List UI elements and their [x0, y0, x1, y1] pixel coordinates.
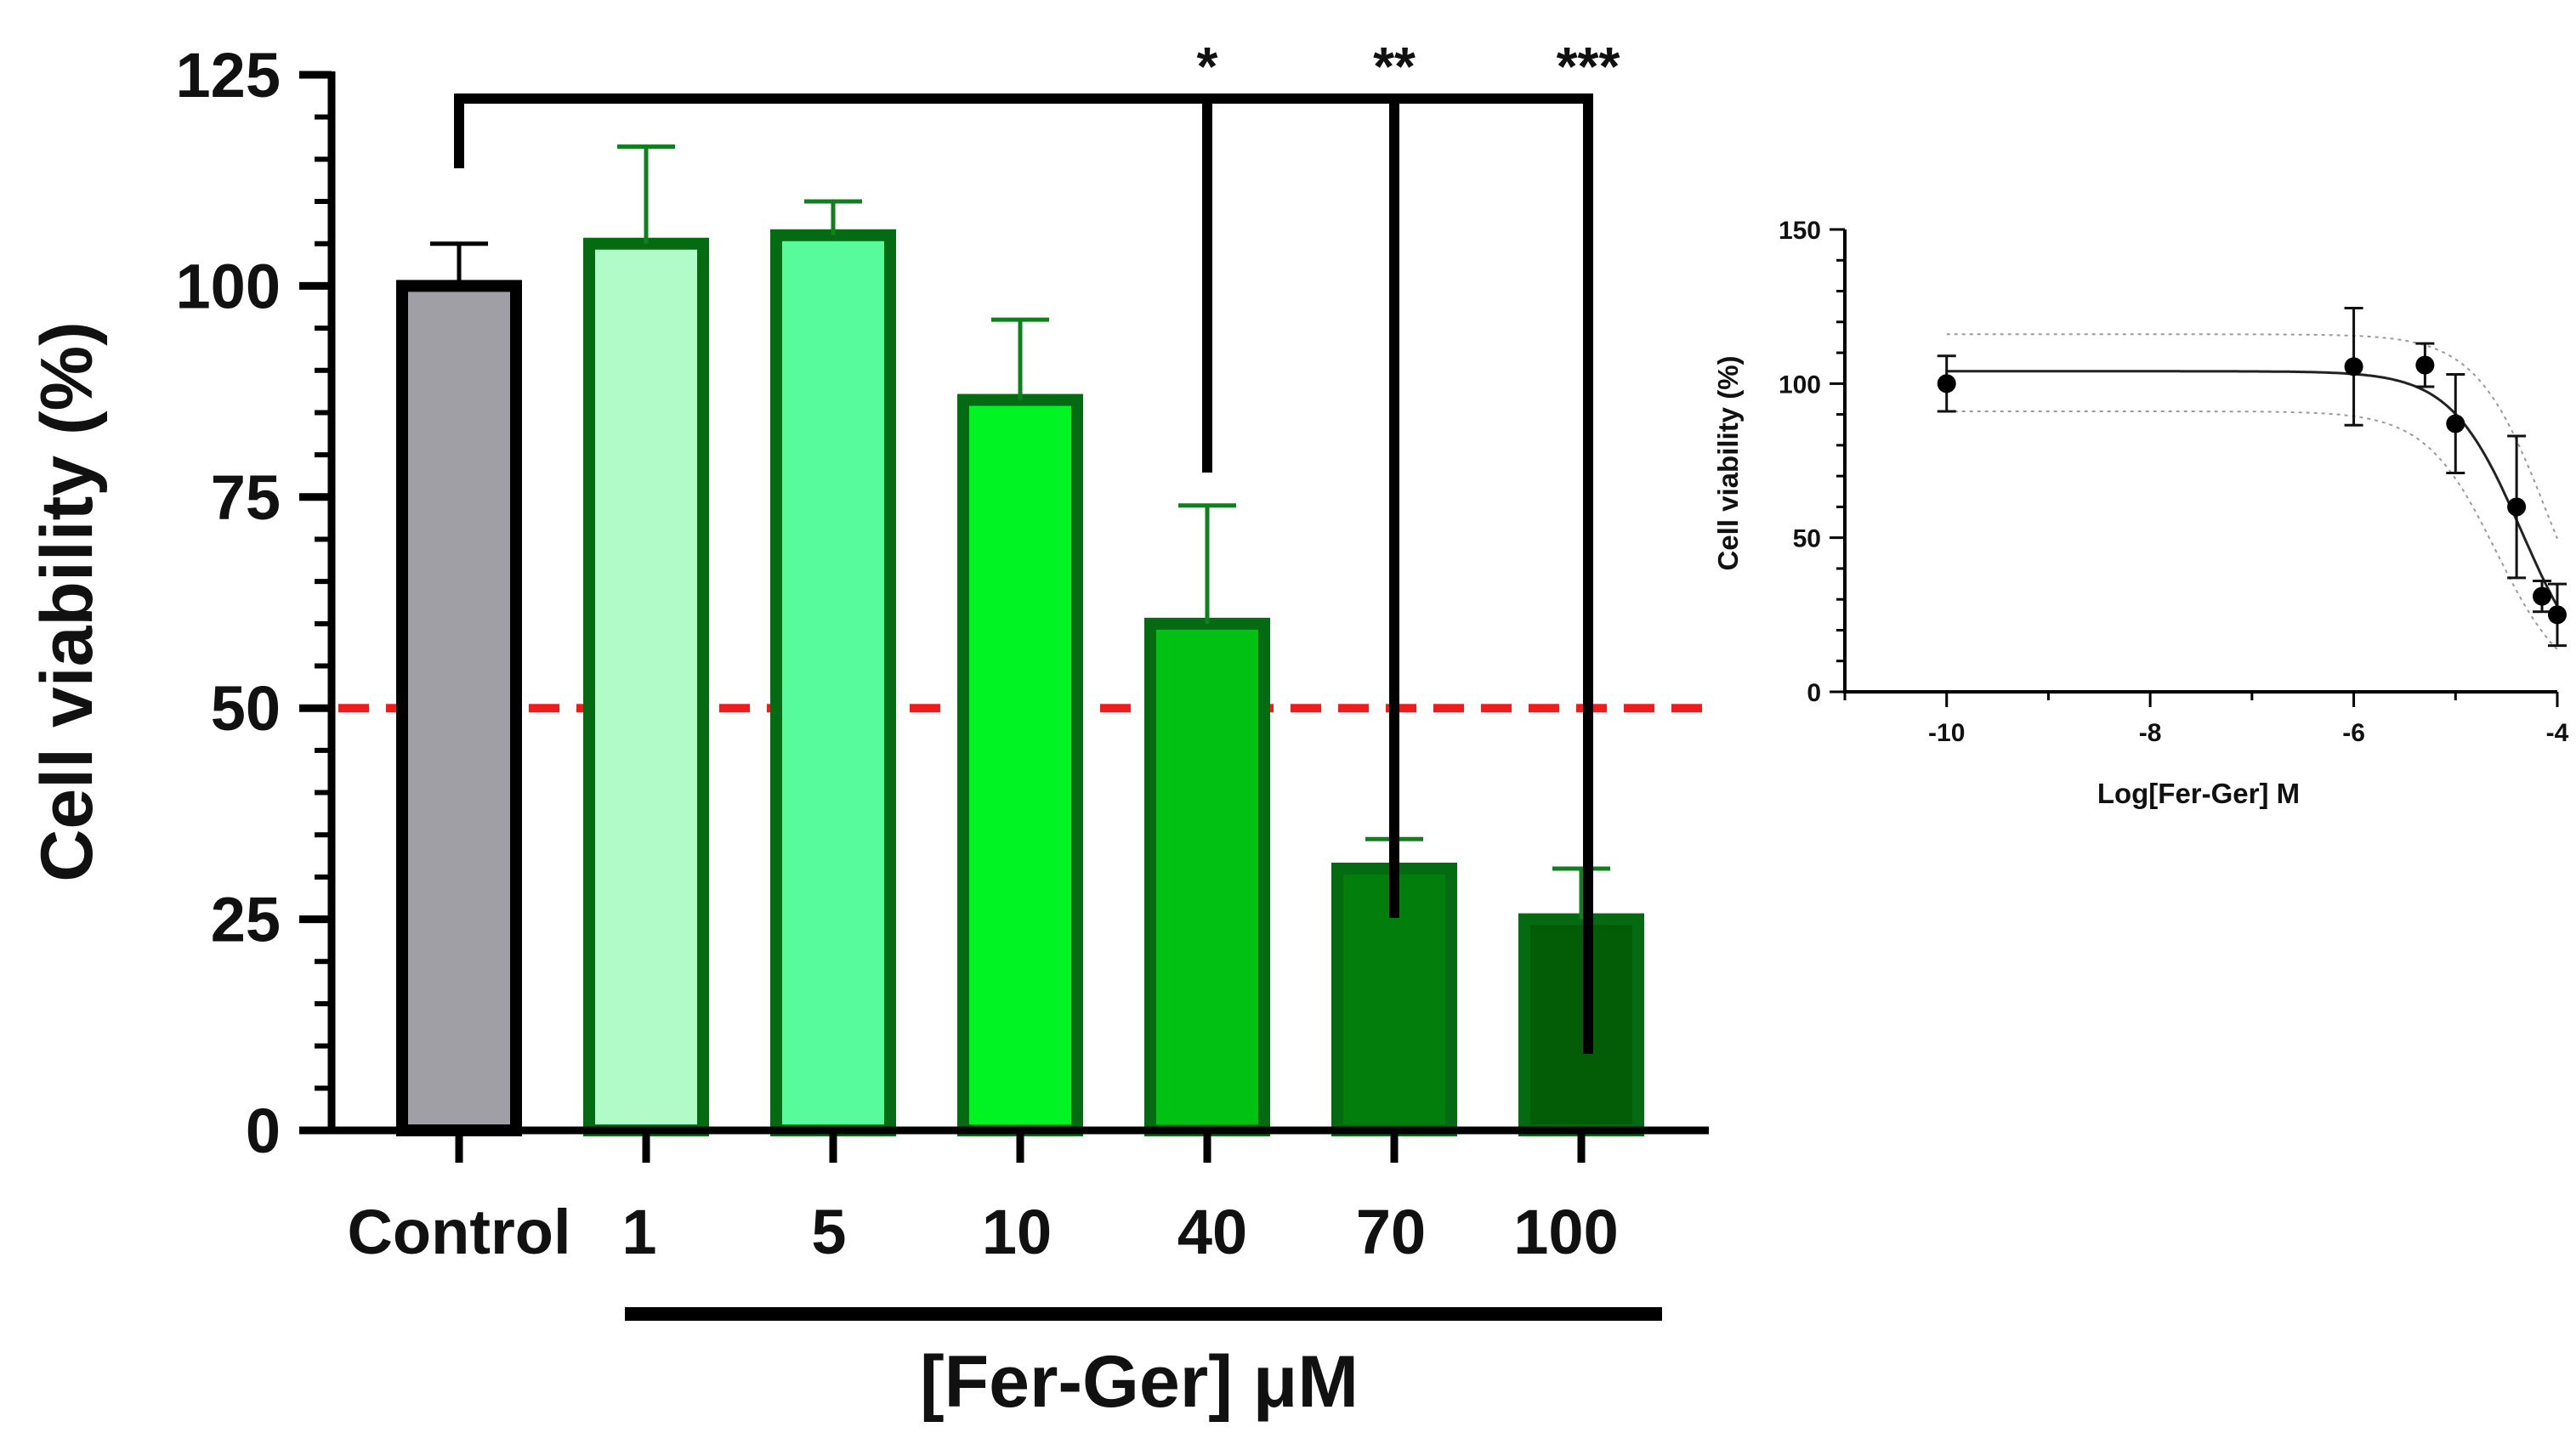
significance-mark-40: * — [1197, 36, 1218, 97]
inset-data-point — [1937, 374, 1956, 394]
inset-x-axis-label: Log[Fer-Ger] M — [2097, 778, 2300, 809]
bar-x-tick-label-70: 70 — [1356, 1197, 1426, 1267]
bar-y-tick-label: 0 — [246, 1096, 281, 1166]
bar-x-ticks-group: Control 1 5 10 40 70 100 — [347, 1130, 1619, 1267]
inset-axes-group — [1843, 229, 2557, 694]
inset-ticks-group: 0 50 100 150 -10 -8 -6 -4 — [1779, 217, 2569, 747]
inset-data-point — [2507, 497, 2527, 517]
inset-data-point — [2533, 586, 2552, 606]
fit-curve-group — [1946, 370, 2559, 607]
inset-y-tick-label: 100 — [1779, 371, 1821, 399]
bar-y-axis-label: Cell viability (%) — [26, 321, 108, 882]
significance-group: * ** *** — [454, 36, 1620, 1054]
bar-x-tick-label-40: 40 — [1177, 1197, 1247, 1267]
bar-x-tick-label-Control: Control — [347, 1197, 570, 1267]
bar-y-tick-label: 125 — [176, 40, 281, 110]
bar-5 — [770, 229, 896, 1136]
inset-data-point — [2344, 357, 2363, 377]
inset-y-tick-label: 0 — [1807, 679, 1821, 707]
bar-100 — [1518, 913, 1644, 1136]
ci-lower-curve — [1946, 411, 2558, 650]
bar-y-tick-label: 100 — [176, 251, 281, 321]
inset-x-tick-label: -10 — [1928, 719, 1965, 747]
inset-data-point — [2446, 414, 2465, 433]
bar-x-tick-label-5: 5 — [811, 1197, 846, 1267]
inset-x-tick-label: -6 — [2342, 719, 2365, 747]
inset-x-tick-label: -8 — [2139, 719, 2162, 747]
bar-y-tick-label: 50 — [211, 673, 281, 744]
inset-y-tick-label: 50 — [1793, 525, 1821, 553]
bar-y-ticks-group: 0 25 50 75 100 125 — [176, 40, 332, 1166]
significance-mark-70: ** — [1373, 36, 1416, 97]
bar-x-tick-label-1: 1 — [621, 1197, 656, 1267]
inset-y-axis-label: Cell viability (%) — [1712, 355, 1744, 570]
inset-x-tick-label: -4 — [2546, 719, 2569, 747]
bar-x-axis-label: [Fer-Ger] μM — [920, 1341, 1359, 1423]
inset-data-point — [2548, 605, 2567, 625]
dose-response-chart: 0 50 100 150 -10 -8 -6 -4 Cell viability (%) Lo… — [1712, 217, 2569, 809]
inset-points-group — [1937, 306, 2567, 648]
bar-x-tick-label-10: 10 — [982, 1197, 1052, 1267]
inset-y-tick-label: 150 — [1779, 217, 1821, 245]
inset-data-point — [2415, 355, 2435, 375]
bar-Control — [396, 280, 522, 1136]
bar-y-tick-label: 25 — [211, 885, 281, 955]
ci-upper-curve — [1946, 333, 2558, 540]
bar-1 — [583, 237, 709, 1137]
confidence-band-group — [1946, 333, 2558, 650]
bar-10 — [957, 394, 1083, 1136]
bar-40 — [1144, 617, 1270, 1136]
bar-x-tick-label-100: 100 — [1513, 1197, 1618, 1267]
bar-y-tick-label: 75 — [211, 462, 281, 533]
fit-curve — [1946, 370, 2559, 607]
bars-group — [396, 144, 1644, 1137]
significance-mark-100: *** — [1557, 36, 1620, 97]
